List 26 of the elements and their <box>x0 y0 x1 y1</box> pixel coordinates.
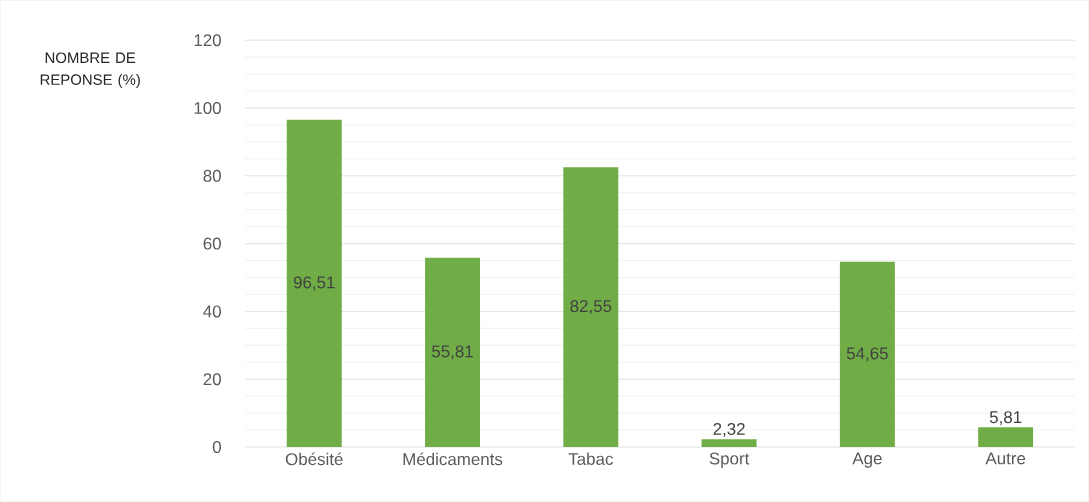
bar <box>425 257 481 447</box>
x-tick-label: Médicaments <box>403 452 503 466</box>
y-axis-title: NOMBRE DE REPONSE (%) <box>40 52 140 88</box>
x-tick-label: Sport <box>709 452 750 468</box>
bar <box>701 439 757 447</box>
bar <box>978 427 1034 447</box>
data-label: 55,81 <box>432 345 473 360</box>
y-tick-label: 40 <box>203 305 221 318</box>
x-tick-label: Tabac <box>568 452 613 465</box>
bar <box>286 119 342 447</box>
y-tick-label: 60 <box>203 237 221 250</box>
x-tick-label: Autre <box>985 452 1026 465</box>
data-label: 5,81 <box>989 411 1022 426</box>
x-tick-label: Age <box>852 452 882 468</box>
bar <box>839 261 895 447</box>
data-label: 96,51 <box>293 276 335 291</box>
data-label: 2,32 <box>713 422 745 437</box>
x-tick-label: Obésité <box>285 452 343 466</box>
y-tick-label: 0 <box>212 440 221 453</box>
bar <box>563 167 619 447</box>
y-tick-label: 80 <box>203 169 221 182</box>
y-tick-label: 120 <box>194 34 221 47</box>
data-label: 82,55 <box>570 300 612 314</box>
y-tick-label: 100 <box>194 101 221 114</box>
y-tick-label: 20 <box>203 373 221 386</box>
data-label: 54,65 <box>846 347 888 362</box>
